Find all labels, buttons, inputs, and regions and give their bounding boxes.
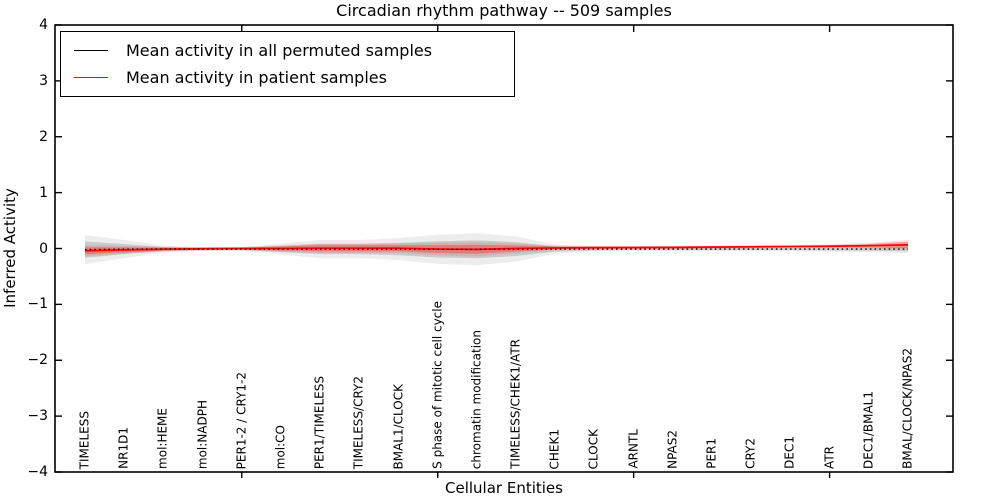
y-tick-label: 0 — [39, 240, 48, 257]
x-tick-label: TIMELESS — [77, 410, 92, 469]
x-tick-label: mol:HEME — [155, 408, 170, 469]
y-tick-label: 1 — [39, 184, 48, 201]
legend-entry: Mean activity in patient samples — [61, 68, 514, 87]
y-axis-label: Inferred Activity — [1, 188, 19, 308]
x-tick-label: BMAL/CLOCK/NPAS2 — [900, 348, 915, 469]
legend-line-swatch — [74, 49, 108, 51]
x-tick-label: DEC1 — [782, 436, 797, 469]
y-tick-label: 2 — [39, 128, 48, 145]
x-tick-label: ATR — [822, 446, 837, 469]
x-tick-label: CHEK1 — [547, 428, 562, 470]
x-tick-label: CLOCK — [586, 428, 601, 469]
x-tick-label: NR1D1 — [116, 427, 131, 469]
legend-entry: Mean activity in all permuted samples — [61, 41, 514, 60]
x-tick-label: TIMELESS/CRY2 — [351, 375, 366, 469]
x-tick-label: DEC1/BMAL1 — [861, 391, 876, 469]
x-tick-label: TIMELESS/CHEK1/ATR — [508, 339, 523, 469]
x-tick-label: chromatin modification — [469, 329, 484, 469]
chart-title: Circadian rhythm pathway -- 509 samples — [336, 1, 672, 20]
y-tick-label: −3 — [27, 408, 48, 425]
x-tick-label: mol:NADPH — [195, 399, 210, 469]
x-tick-label: PER1/TIMELESS — [312, 375, 327, 469]
x-tick-label: BMAL1/CLOCK — [391, 383, 406, 470]
legend-line-swatch — [74, 77, 108, 79]
x-tick-label: PER1-2 / CRY1-2 — [234, 371, 249, 469]
y-tick-label: −2 — [27, 352, 48, 369]
x-tick-label: CRY2 — [743, 438, 758, 469]
y-tick-label: −1 — [27, 296, 48, 313]
y-tick-label: 3 — [39, 72, 48, 89]
x-tick-label: S phase of mitotic cell cycle — [430, 301, 445, 469]
y-tick-label: −4 — [27, 464, 48, 480]
x-axis-label: Cellular Entities — [445, 479, 563, 497]
y-tick-label: 4 — [39, 17, 48, 33]
x-tick-label: NPAS2 — [665, 430, 680, 469]
x-tick-label: mol:CO — [273, 424, 288, 469]
legend: Mean activity in all permuted samples Mea… — [60, 31, 515, 97]
patient-band — [85, 241, 908, 255]
x-tick-label: PER1 — [704, 438, 719, 469]
permuted-mean-line — [84, 248, 908, 251]
legend-label: Mean activity in patient samples — [126, 68, 387, 88]
legend-label: Mean activity in all permuted samples — [126, 40, 433, 60]
x-tick-label: ARNTL — [626, 429, 641, 469]
